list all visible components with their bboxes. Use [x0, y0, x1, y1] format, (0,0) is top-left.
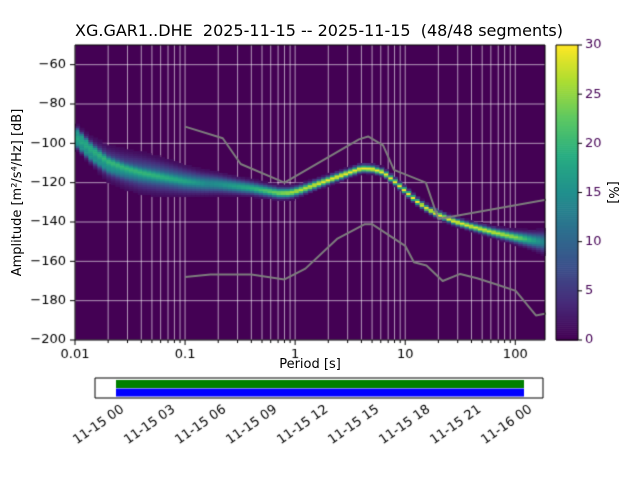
plot-title: XG.GAR1..DHE 2025-11-15 -- 2025-11-15 (4… [75, 21, 563, 40]
colorbar-label: [%] [605, 181, 620, 204]
y-axis-label: Amplitude [m²/s⁴/Hz] [dB] [10, 108, 25, 277]
x-axis-label: Period [s] [279, 357, 341, 372]
